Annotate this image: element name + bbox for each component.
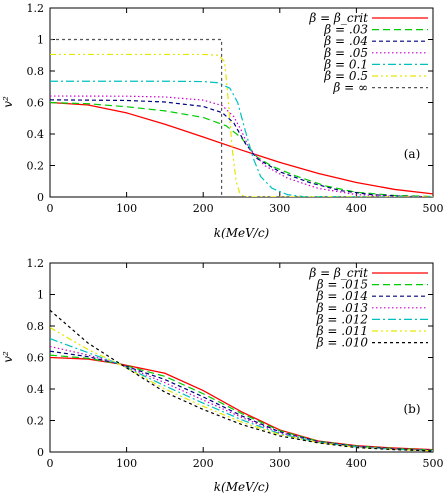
series-line: [50, 38, 223, 197]
y-tick-label: 0.8: [27, 320, 45, 333]
legend-label: β = .013: [316, 301, 369, 315]
legend-label: β = .03: [323, 23, 368, 37]
x-tick-label: 100: [116, 457, 137, 470]
x-tick-label: 0: [47, 457, 54, 470]
x-tick-label: 300: [269, 202, 290, 215]
y-axis-label: v²: [1, 351, 15, 363]
legend-label: β = ∞: [332, 81, 368, 95]
legend-label: β = β_crit: [308, 11, 368, 25]
x-tick-label: 500: [423, 457, 444, 470]
x-tick-label: 400: [346, 202, 367, 215]
chart-panel-b: 0 100 200 300 400 500 0 0.2 0.4 0.6 0.8 1 1.2 k(MeV/c…: [1, 257, 444, 494]
panel-label: (a): [404, 147, 421, 161]
series-line: [50, 80, 433, 197]
y-tick-label: 1: [37, 289, 44, 302]
series-line: [50, 356, 433, 451]
plot-frame: [49, 7, 434, 198]
x-tick-label: 200: [193, 457, 214, 470]
y-tick-label: 0.6: [27, 97, 45, 110]
x-axis-label: k(MeV/c): [214, 226, 270, 240]
series-line: [50, 101, 433, 197]
x-tick-label: 0: [47, 202, 54, 215]
panel-label: (b): [403, 402, 420, 416]
x-tick-label: 500: [423, 202, 444, 215]
series-line: [50, 95, 433, 197]
x-axis-label: k(MeV/c): [214, 480, 270, 494]
legend-label: β = .011: [316, 324, 368, 338]
y-tick-label: 0.8: [27, 65, 45, 78]
legend-label: β = .04: [323, 34, 368, 48]
series-line: [50, 53, 433, 197]
legend-label: β = .05: [323, 46, 368, 60]
series-line: [50, 101, 433, 195]
x-tick-label: 400: [346, 457, 367, 470]
legend-label: β = 0.1: [323, 57, 368, 71]
chart-panel-a: 0 100 200 300 400 500 0 0.2 0.4 0.6 0.8 1 1.2 k(MeV/c…: [1, 2, 444, 240]
y-tick-label: 0.6: [27, 352, 45, 365]
y-tick-label: 0: [37, 446, 44, 459]
series-line: [50, 327, 433, 452]
x-tick-label: 300: [269, 457, 290, 470]
legend-label: β = .015: [316, 278, 368, 292]
y-tick-label: 0.4: [27, 128, 45, 141]
series-line: [50, 354, 433, 451]
legend-label: β = 0.5: [323, 69, 368, 83]
series-line: [50, 99, 433, 197]
y-tick-label: 1.2: [27, 257, 45, 270]
legend-label: β = .014: [316, 289, 368, 303]
x-tick-label: 100: [116, 202, 137, 215]
y-tick-label: 0.2: [27, 415, 45, 428]
legend-label: β = .010: [316, 336, 369, 350]
plot-frame: [49, 262, 434, 453]
x-tick-label: 200: [193, 202, 214, 215]
series-line: [50, 350, 433, 451]
y-tick-label: 1: [37, 34, 44, 47]
y-tick-label: 0: [37, 191, 44, 204]
series-line: [50, 309, 433, 452]
y-axis-label: v²: [1, 96, 15, 108]
legend-label: β = .012: [316, 312, 368, 326]
y-tick-label: 0.2: [27, 160, 45, 173]
y-tick-label: 0.4: [27, 383, 45, 396]
y-tick-label: 1.2: [27, 2, 45, 15]
legend-label: β = β_crit: [308, 266, 368, 280]
